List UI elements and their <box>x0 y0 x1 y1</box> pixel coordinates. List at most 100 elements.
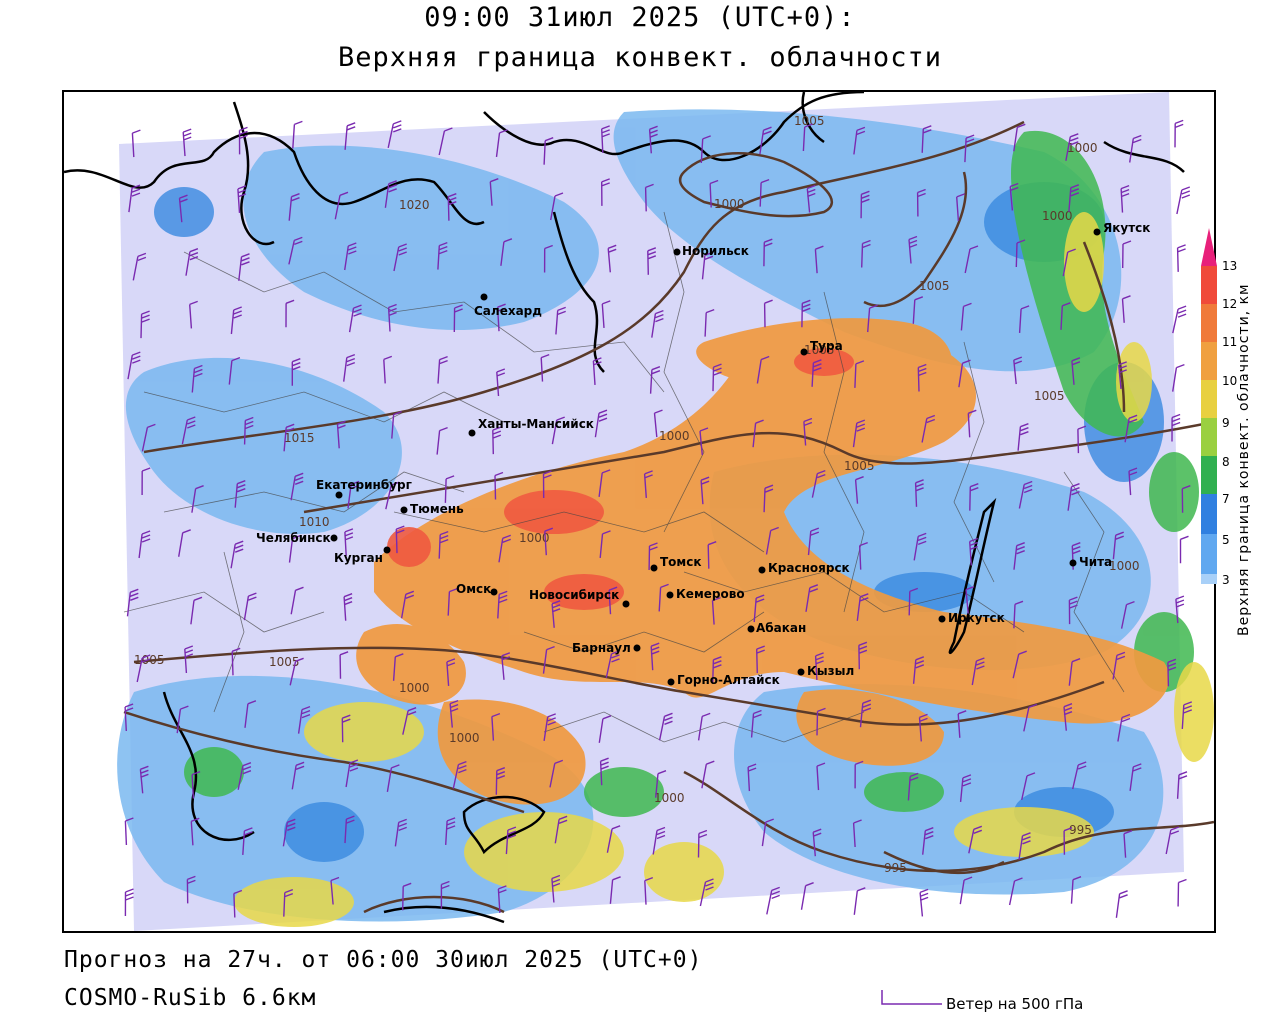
isobar-label: 1005 <box>919 279 950 293</box>
wind-barb <box>958 359 971 388</box>
wind-barb-icon <box>881 990 942 1005</box>
wind-barb <box>393 243 407 272</box>
wind-barb <box>402 707 417 735</box>
wind-barb <box>185 248 199 276</box>
city-barnaul: Барнаул <box>572 641 641 655</box>
wind-barb <box>867 304 878 333</box>
wind-barb <box>919 888 929 917</box>
wind-barb <box>756 645 765 674</box>
isobar-label: 1000 <box>449 731 480 745</box>
wind-barb <box>1013 600 1024 629</box>
wind-barb <box>1124 414 1138 443</box>
wind-barb <box>697 712 711 741</box>
legend-tick: 13 <box>1222 259 1238 273</box>
wind-barb <box>598 469 611 497</box>
legend-segment-1 <box>1201 574 1217 584</box>
wind-barb <box>549 759 564 788</box>
wind-barb <box>440 880 450 909</box>
wind-barb <box>606 825 621 853</box>
wind-barb <box>643 470 653 498</box>
wind-barb <box>707 541 717 569</box>
wind-barb <box>1071 542 1081 570</box>
wind-barb <box>186 875 196 904</box>
svg-text:Якутск: Якутск <box>1103 221 1150 235</box>
wind-barb <box>967 409 977 438</box>
wind-barb <box>285 299 295 328</box>
wind-barb <box>191 364 203 393</box>
legend-segment-7 <box>1201 456 1217 494</box>
wind-barb <box>704 308 715 337</box>
wind-barb <box>644 876 654 905</box>
legend-segment-5 <box>1201 494 1217 534</box>
legend-tick: 10 <box>1222 374 1238 388</box>
forecast-map: 1005 1000 1020 1015 1010 1005 1000 1005 … <box>62 90 1216 933</box>
svg-text:Омск: Омск <box>456 582 491 596</box>
wind-barb <box>649 366 661 394</box>
wind-barb <box>124 888 134 917</box>
wind-barb <box>803 417 813 446</box>
wind-barb <box>550 192 564 221</box>
wind-barb <box>816 762 826 791</box>
legend-tick: 11 <box>1222 335 1238 349</box>
wind-barb <box>647 247 657 275</box>
wind-barb <box>288 236 303 265</box>
map-subtitle: Верхняя граница конвект. облачности <box>338 42 942 73</box>
cities: Норильск Салехард Ханты-Мансийск Екатери… <box>256 221 1150 687</box>
wind-barb <box>853 887 866 915</box>
city-novosibirsk: Новосибирск <box>529 588 630 608</box>
wind-barb <box>969 483 979 511</box>
wind-barb <box>343 593 353 621</box>
wind-barb <box>854 476 864 504</box>
wind-barb <box>436 426 448 455</box>
wind-barb <box>291 358 301 386</box>
svg-text:Норильск: Норильск <box>682 244 749 258</box>
city-kurgan: Курган <box>334 546 391 565</box>
wind-barb <box>859 699 872 728</box>
wind-barb <box>965 585 975 614</box>
isobar-label: 1005 <box>804 343 835 357</box>
region-borders <box>123 211 1125 743</box>
wind-barb <box>1176 771 1188 799</box>
wind-barb <box>651 309 664 338</box>
wind-barb <box>648 125 658 154</box>
wind-legend-label: Ветер на 500 гПа <box>946 995 1084 1013</box>
wind-barb <box>233 889 243 918</box>
model-name: COSMO-RuSib 6.6км <box>64 985 317 1011</box>
wind-barb <box>917 363 927 392</box>
wind-barb <box>243 416 254 445</box>
wind-barb <box>437 355 448 384</box>
wind-barb <box>761 818 774 847</box>
wind-barb <box>969 537 978 566</box>
wind-barb <box>500 238 513 266</box>
wind-barb <box>234 480 246 508</box>
city-yekaterinburg: Екатеринбург <box>316 478 412 499</box>
legend-tick: 9 <box>1222 416 1230 430</box>
wind-barb <box>1013 542 1025 570</box>
wind-barb <box>598 715 612 743</box>
isobar-label: 1005 <box>269 655 300 669</box>
wind-barb <box>712 656 722 684</box>
wind-barb <box>387 303 397 332</box>
isobar-label: 1020 <box>399 198 430 212</box>
wind-barb <box>605 650 620 679</box>
wind-barb <box>1063 703 1073 731</box>
wind-barb <box>1068 658 1081 686</box>
wind-barb <box>341 714 351 743</box>
wind-barb <box>916 188 926 217</box>
city-chelyabinsk: Челябинск <box>256 531 338 545</box>
wind-barb <box>1167 658 1177 687</box>
wind-barb <box>1120 184 1130 213</box>
legend-tick: 8 <box>1222 455 1230 469</box>
wind-barb <box>489 178 499 206</box>
wind-barb <box>1012 650 1027 679</box>
wind-barb <box>711 596 721 625</box>
wind-barb <box>609 876 621 904</box>
wind-barb <box>759 178 770 207</box>
wind-barb <box>438 530 449 559</box>
wind-barb <box>1165 826 1180 855</box>
isobar-label: 1000 <box>519 531 550 545</box>
wind-barb <box>1068 184 1080 212</box>
wind-barb <box>913 532 927 561</box>
svg-text:Екатеринбург: Екатеринбург <box>316 478 412 492</box>
wind-barb <box>551 874 561 903</box>
